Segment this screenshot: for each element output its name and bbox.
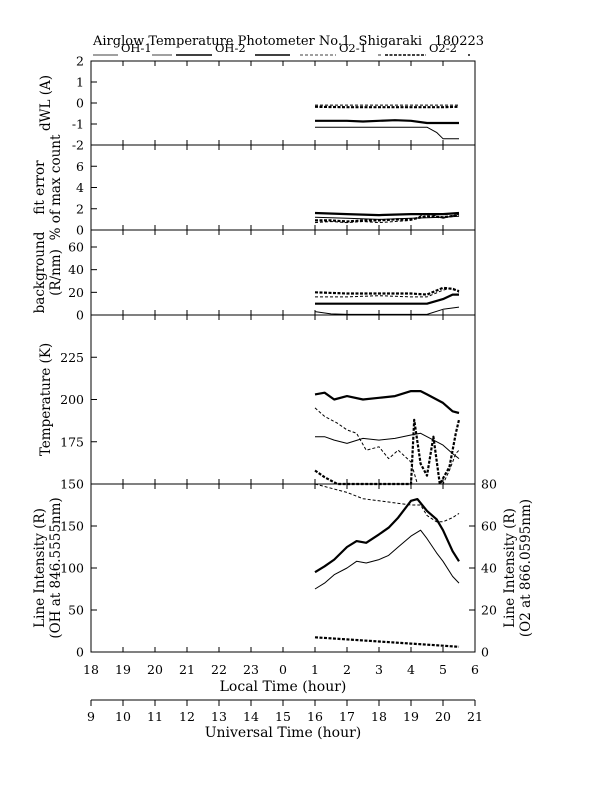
series-bg-oh-1 [314, 306, 460, 315]
xtick-label-ut: 14 [243, 709, 259, 724]
ytick-label-dwl: 0 [76, 96, 84, 111]
panel-frame-temp [90, 314, 476, 485]
legend: OH-1 OH-2 O2-1 O2-2 [93, 41, 470, 56]
ylabel-dwl: dWL (A) [38, 75, 54, 131]
xtick-label-local: 5 [439, 662, 447, 677]
series-temp-oh-2 [314, 390, 460, 415]
ytick-right-label-int: 40 [481, 561, 497, 576]
xtick-label-local: 21 [179, 662, 195, 677]
panel-frame-fit [90, 144, 476, 231]
xlabel-local: Local Time (hour) [220, 679, 347, 695]
ytick-label-int: 50 [68, 603, 84, 618]
ytick-label-bg: 0 [76, 308, 84, 323]
xtick-label-ut: 16 [307, 709, 323, 724]
series-int-o2-1 [314, 483, 460, 523]
series-fit-o2-2 [315, 214, 460, 223]
series-dwl-oh-1 [315, 126, 459, 140]
legend-label-oh-2: OH-2 [215, 41, 246, 55]
panel-fit: 6 4 2 0 fit error% of max count [32, 134, 476, 240]
xtick-label-local: 0 [279, 662, 287, 677]
xtick-label-ut: 20 [435, 709, 451, 724]
xtick-label-ut: 19 [403, 709, 419, 724]
xtick-label-local: 2 [343, 662, 351, 677]
panel-dwl: 2 1 0 -1 -2 dWL (A) [38, 54, 476, 153]
ylabel-right-int: (O2 at 866.0595nm) [518, 499, 534, 637]
series-temp-o2-2 [314, 418, 461, 486]
legend-label-o2-2: O2-2 [429, 41, 457, 55]
xtick-label-local: 4 [407, 662, 415, 677]
series-dwl-oh-2 [315, 119, 459, 125]
ytick-label-bg: 20 [68, 285, 84, 300]
legend-label-oh-1: OH-1 [121, 41, 152, 55]
series-int-o2-2 [314, 636, 460, 648]
ytick-label-int: 150 [60, 519, 84, 534]
xtick-label-local: 1 [311, 662, 319, 677]
chart-title: Airglow Temperature Photometer No.1 Shig… [92, 34, 484, 49]
xlabel-ut: Universal Time (hour) [205, 725, 362, 741]
ytick-label-dwl: 1 [76, 75, 84, 90]
series-temp-oh-1 [315, 432, 460, 459]
xtick-label-ut: 13 [211, 709, 227, 724]
xtick-label-ut: 21 [467, 709, 483, 724]
ytick-label-fit: 0 [76, 223, 84, 238]
ytick-label-dwl: -1 [72, 117, 84, 132]
ytick-right-label-int: 0 [481, 645, 489, 660]
xtick-label-ut: 10 [115, 709, 131, 724]
xtick-label-ut: 17 [339, 709, 355, 724]
ylabel-bg: (R/nm) [48, 249, 64, 296]
ytick-label-bg: 40 [68, 262, 84, 277]
ytick-label-temp: 150 [60, 477, 84, 492]
panel-frame-dwl [90, 60, 476, 146]
xtick-label-ut: 18 [371, 709, 387, 724]
series-int-oh-2 [314, 498, 460, 574]
xtick-label-ut: 12 [179, 709, 195, 724]
ytick-right-label-int: 80 [481, 477, 497, 492]
series-int-oh-1 [314, 529, 460, 590]
ylabel-fit: fit error [32, 160, 48, 215]
panel-temp: 225 200 175 150 Temperature (K) [38, 314, 476, 492]
series-bg-oh-2 [315, 293, 459, 305]
legend-label-o2-1: O2-1 [339, 41, 367, 55]
ylabel-temp: Temperature (K) [38, 343, 54, 456]
ytick-label-temp: 225 [60, 350, 84, 365]
ylabel-int: (OH at 846.5555nm) [48, 497, 64, 638]
ylabel-right-int: Line Intensity (R) [502, 508, 518, 628]
ytick-label-temp: 175 [60, 434, 84, 449]
xtick-label-local: 19 [115, 662, 131, 677]
xtick-label-ut: 15 [275, 709, 291, 724]
series-fit-oh-2 [314, 211, 460, 217]
ytick-label-int: 0 [76, 645, 84, 660]
series-bg-o2-2 [314, 286, 460, 296]
ytick-right-label-int: 20 [481, 603, 497, 618]
ytick-right-label-int: 60 [481, 519, 497, 534]
panel-frame-bg [90, 229, 476, 316]
xtick-label-local: 22 [211, 662, 227, 677]
ytick-label-dwl: 2 [76, 54, 84, 69]
ytick-label-dwl: -2 [72, 138, 84, 153]
ytick-label-fit: 4 [76, 180, 84, 195]
ytick-label-bg: 60 [68, 240, 84, 255]
xtick-label-ut: 9 [87, 709, 95, 724]
xtick-label-local: 18 [83, 662, 99, 677]
ytick-label-fit: 2 [76, 201, 84, 216]
xtick-label-local: 6 [471, 662, 479, 677]
xtick-label-local: 3 [375, 662, 383, 677]
ylabel-fit: % of max count [48, 134, 64, 240]
series-fit-o2-1 [314, 212, 460, 224]
ytick-label-int: 100 [60, 561, 84, 576]
xtick-label-ut: 11 [147, 709, 163, 724]
panel-frame-int [90, 483, 476, 653]
xtick-label-local: 23 [243, 662, 259, 677]
ylabel-int: Line Intensity (R) [32, 508, 48, 628]
ytick-label-temp: 200 [60, 392, 84, 407]
ylabel-bg: background [32, 231, 48, 313]
xtick-label-local: 20 [147, 662, 163, 677]
ytick-label-fit: 6 [76, 159, 84, 174]
panel-bg: 60 40 20 0 background (R/nm) [32, 229, 476, 323]
